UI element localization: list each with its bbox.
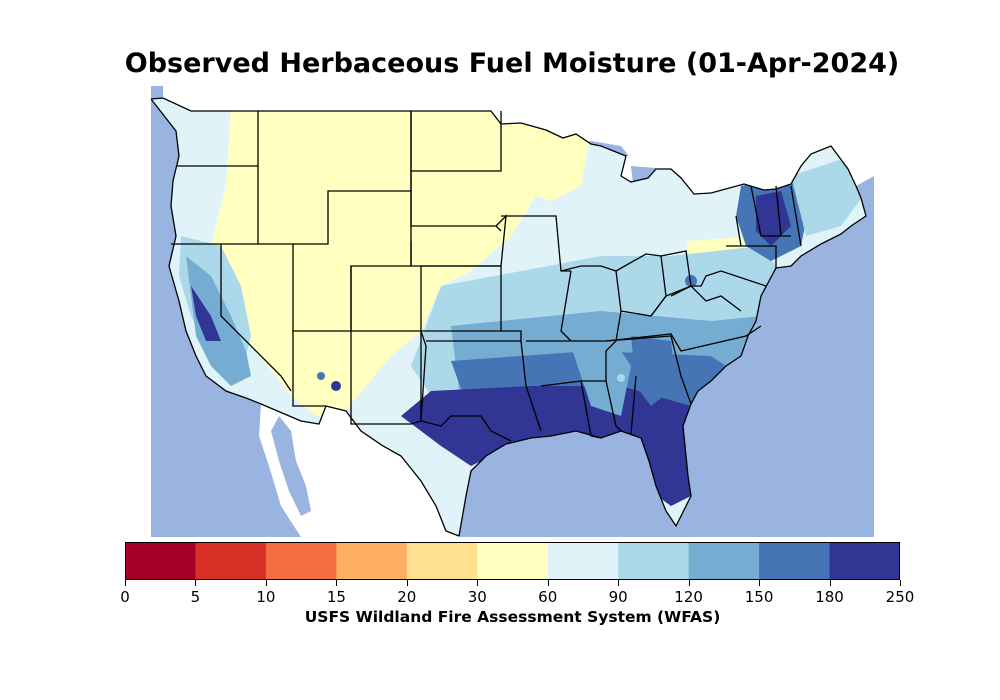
colorbar-tick-mark <box>900 580 901 586</box>
colorbar-tick-mark <box>477 580 479 586</box>
colorbar-tick-mark <box>336 580 338 586</box>
colorbar-tick-label: 5 <box>190 588 201 606</box>
colorbar-border <box>125 542 900 580</box>
colorbar-tick-label: 30 <box>467 588 487 606</box>
colorbar-tick-label: 90 <box>608 588 628 606</box>
colorbar-tick-label: 250 <box>885 588 915 606</box>
colorbar-swatch <box>125 542 196 580</box>
colorbar-tick-label: 60 <box>538 588 558 606</box>
colorbar-swatch <box>477 542 549 580</box>
fuel-moisture-map <box>151 86 874 537</box>
colorbar-swatch <box>759 542 831 580</box>
colorbar-tick-label: 150 <box>744 588 774 606</box>
colorbar-tick-mark <box>759 580 761 586</box>
colorbar-tick-label: 20 <box>397 588 417 606</box>
colorbar-swatch <box>547 542 619 580</box>
colorbar-swatches <box>125 542 900 580</box>
colorbar-tick-mark <box>406 580 408 586</box>
colorbar-tick-mark <box>688 580 690 586</box>
colorbar-tick-mark <box>195 580 197 586</box>
map-canvas <box>151 86 874 537</box>
colorbar-tick-label: 120 <box>674 588 703 606</box>
colorbar-swatch <box>618 542 690 580</box>
colorbar-swatch <box>688 542 760 580</box>
colorbar-swatch <box>336 542 408 580</box>
colorbar-tick-mark <box>618 580 620 586</box>
colorbar-tick-mark <box>265 580 267 586</box>
colorbar-tick-mark <box>829 580 831 586</box>
colorbar-swatch <box>195 542 267 580</box>
colorbar-tick-label: 180 <box>815 588 844 606</box>
canada-land <box>163 86 874 194</box>
colorbar-tick-mark <box>547 580 549 586</box>
state-borders <box>151 97 867 537</box>
colorbar-swatch <box>829 542 900 580</box>
colorbar <box>125 542 900 580</box>
colorbar-tick-mark <box>125 580 126 586</box>
colorbar-tick-label: 0 <box>120 588 130 606</box>
colorbar-tick-label: 10 <box>256 588 276 606</box>
chart-title: Observed Herbaceous Fuel Moisture (01-Ap… <box>124 48 900 79</box>
colorbar-label: USFS Wildland Fire Assessment System (WF… <box>304 608 721 626</box>
colorbar-swatch <box>406 542 478 580</box>
colorbar-ticks: 0 5 10 15 20 30 60 90 120 150 180 250 <box>120 580 914 610</box>
colorbar-tick-label: 15 <box>326 588 346 606</box>
colorbar-swatch <box>265 542 337 580</box>
gulf-of-california <box>271 416 311 516</box>
